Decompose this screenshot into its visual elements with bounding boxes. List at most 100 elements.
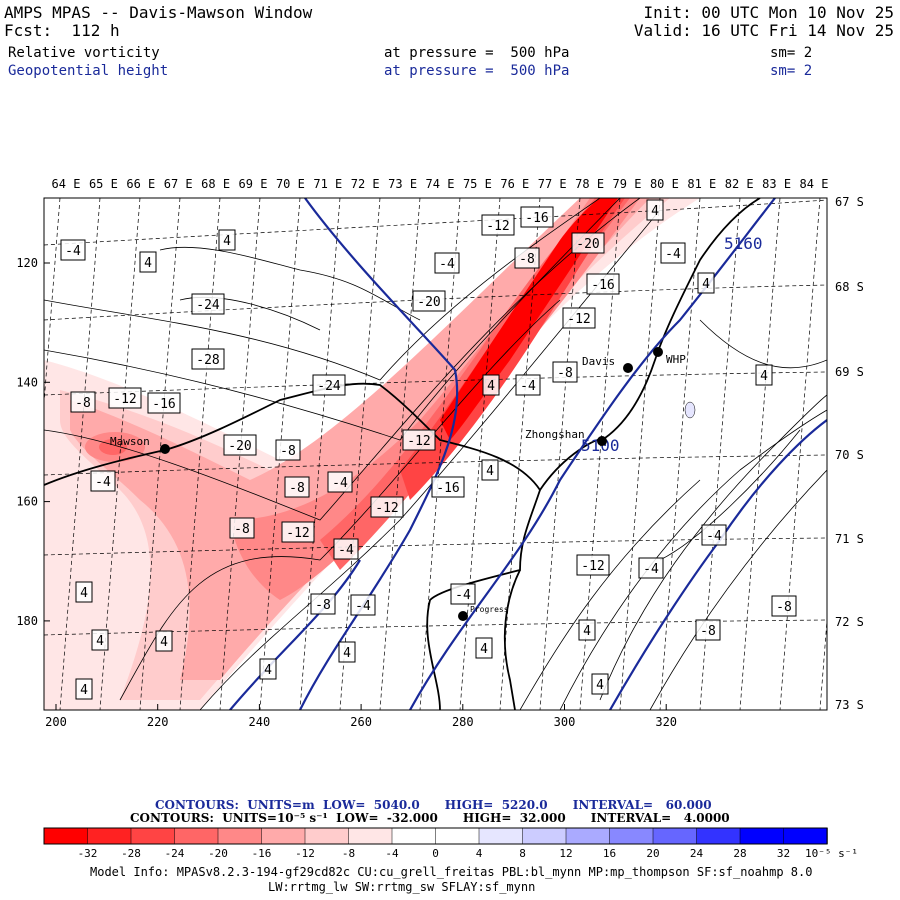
lon-label: 77 E	[538, 177, 567, 191]
map-frame	[43, 197, 828, 711]
lon-label: 71 E	[313, 177, 342, 191]
colorbar-tick-label: -4	[385, 847, 399, 860]
svg-text:-4: -4	[520, 379, 536, 394]
svg-text:4: 4	[80, 586, 88, 601]
colorbar-tick-label: 16	[603, 847, 616, 860]
colorbar-tick-label: 0	[432, 847, 439, 860]
colorbar-swatch	[174, 827, 219, 845]
x-tick-label: 220	[147, 715, 169, 729]
vorticity-label: -8	[310, 593, 336, 615]
lat-label: 68 S	[835, 280, 864, 294]
station-marker-progress	[458, 611, 468, 621]
colorbar-tick-label: 28	[733, 847, 746, 860]
vorticity-label: -12	[576, 554, 610, 576]
lon-label: 68 E	[201, 177, 230, 191]
vorticity-label: 4	[75, 678, 93, 700]
svg-text:4: 4	[486, 464, 494, 479]
station-marker-zhongshan	[597, 436, 607, 446]
station-label-whp: WHP	[666, 353, 686, 366]
svg-text:-8: -8	[289, 481, 305, 496]
colorbar-tick-label: 24	[690, 847, 704, 860]
svg-text:-12: -12	[286, 526, 309, 541]
svg-text:4: 4	[144, 256, 152, 271]
field2-smoothing: sm= 2	[770, 63, 813, 79]
svg-text:-4: -4	[706, 529, 722, 544]
positive-vort-patch	[684, 401, 696, 419]
vorticity-label: -8	[695, 619, 721, 641]
field1-name: Relative vorticity	[8, 45, 160, 61]
vorticity-label: -16	[431, 476, 465, 498]
lon-label: 79 E	[613, 177, 642, 191]
vorticity-contours	[44, 198, 827, 710]
vorticity-label: -4	[90, 470, 116, 492]
vorticity-label: -4	[327, 471, 353, 493]
vorticity-label: -8	[284, 476, 310, 498]
svg-text:-4: -4	[338, 543, 354, 558]
colorbar-tick-label: -12	[295, 847, 315, 860]
svg-text:-4: -4	[355, 599, 371, 614]
vorticity-label: -8	[514, 247, 540, 269]
map-field: 5160 5100	[44, 198, 827, 710]
x-tick-label: 280	[452, 715, 474, 729]
vorticity-label: 4	[91, 629, 109, 651]
svg-text:-12: -12	[113, 392, 136, 407]
x-tick-label: 240	[249, 715, 271, 729]
colorbar-tick-label: -20	[208, 847, 228, 860]
vorticity-label: 4	[646, 199, 664, 221]
lon-label: 80 E	[650, 177, 679, 191]
vorticity-label: 4	[338, 641, 356, 663]
lat-label: 70 S	[835, 448, 864, 462]
station-marker-whp	[653, 347, 663, 357]
vorticity-label: -28	[191, 348, 225, 370]
svg-text:4: 4	[343, 646, 351, 661]
vorticity-label: 4	[697, 272, 715, 294]
colorbar-tick-label: 20	[646, 847, 659, 860]
colorbar-swatch	[783, 827, 828, 845]
colorbar-frame	[43, 827, 828, 845]
svg-text:-4: -4	[65, 244, 81, 259]
svg-text:-4: -4	[439, 257, 455, 272]
field1-level: at pressure = 500 hPa	[384, 45, 570, 61]
colorbar-tick-label: -28	[121, 847, 141, 860]
svg-text:-16: -16	[152, 397, 175, 412]
svg-text:-8: -8	[280, 444, 296, 459]
lon-label: 64 E	[52, 177, 81, 191]
vorticity-label: -4	[60, 239, 86, 261]
svg-text:-12: -12	[567, 312, 590, 327]
vorticity-label: -8	[275, 439, 301, 461]
vorticity-label: -4	[333, 538, 359, 560]
y-tick-label: 160	[16, 495, 38, 509]
vorticity-label: 4	[218, 229, 236, 251]
vorticity-label: -8	[70, 391, 96, 413]
vorticity-label: -12	[481, 214, 515, 236]
svg-text:4: 4	[80, 683, 88, 698]
x-tick-label: 260	[350, 715, 372, 729]
lon-label: 81 E	[687, 177, 716, 191]
svg-text:4: 4	[702, 277, 710, 292]
colorbar-swatch	[87, 827, 132, 845]
vorticity-label: -4	[638, 557, 664, 579]
vorticity-label: -4	[701, 524, 727, 546]
colorbar-swatch	[739, 827, 785, 845]
lon-label: 72 E	[351, 177, 380, 191]
svg-text:-16: -16	[591, 278, 614, 293]
svg-text:-20: -20	[228, 439, 251, 454]
colorbar-swatch	[478, 827, 524, 845]
lon-label: 76 E	[500, 177, 529, 191]
svg-text:-12: -12	[375, 501, 398, 516]
lon-label: 67 E	[164, 177, 193, 191]
vorticity-label: 4	[578, 619, 596, 641]
vorticity-labels: -4 4 4 -4 -8 -12 -16 -20 -24 -28 -24 -20 -16 -12 -8 -4 4…	[60, 199, 797, 700]
lat-label: 69 S	[835, 365, 864, 379]
svg-text:-28: -28	[196, 353, 219, 368]
vorticity-label: -24	[191, 293, 225, 315]
field1-smoothing: sm= 2	[770, 45, 813, 61]
station-marker-davis	[623, 363, 633, 373]
colorbar-tick-label: 8	[519, 847, 526, 860]
colorbar-swatch	[565, 827, 611, 845]
vorticity-label: 4	[755, 364, 773, 386]
vorticity-label: -20	[571, 232, 605, 254]
station-label-progress: Progress	[470, 605, 509, 614]
svg-text:4: 4	[480, 642, 488, 657]
